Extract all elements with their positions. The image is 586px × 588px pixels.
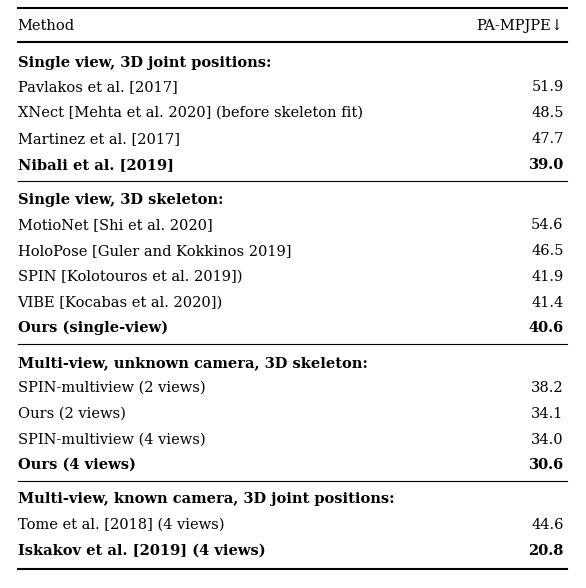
Text: Multi-view, known camera, 3D joint positions:: Multi-view, known camera, 3D joint posit… <box>18 492 394 506</box>
Text: SPIN [Kolotouros et al. 2019]): SPIN [Kolotouros et al. 2019]) <box>18 270 242 284</box>
Text: 34.0: 34.0 <box>531 433 564 447</box>
Text: 30.6: 30.6 <box>529 458 564 472</box>
Text: Pavlakos et al. [2017]: Pavlakos et al. [2017] <box>18 80 178 94</box>
Text: Method: Method <box>18 19 74 33</box>
Text: 48.5: 48.5 <box>532 106 564 120</box>
Text: Iskakov et al. [2019] (4 views): Iskakov et al. [2019] (4 views) <box>18 544 265 558</box>
Text: VIBE [Kocabas et al. 2020]): VIBE [Kocabas et al. 2020]) <box>18 296 223 310</box>
Text: Ours (single-view): Ours (single-view) <box>18 320 168 335</box>
Text: SPIN-multiview (4 views): SPIN-multiview (4 views) <box>18 433 205 447</box>
Text: Ours (4 views): Ours (4 views) <box>18 458 135 472</box>
Text: 44.6: 44.6 <box>532 518 564 532</box>
Text: 39.0: 39.0 <box>529 158 564 172</box>
Text: PA-MPJPE↓: PA-MPJPE↓ <box>477 19 564 33</box>
Text: 46.5: 46.5 <box>532 244 564 258</box>
Text: 20.8: 20.8 <box>529 544 564 558</box>
Text: HoloPose [Guler and Kokkinos 2019]: HoloPose [Guler and Kokkinos 2019] <box>18 244 291 258</box>
Text: Nibali et al. [2019]: Nibali et al. [2019] <box>18 158 173 172</box>
Text: 34.1: 34.1 <box>532 407 564 421</box>
Text: MotioNet [Shi et al. 2020]: MotioNet [Shi et al. 2020] <box>18 218 212 232</box>
Text: Single view, 3D skeleton:: Single view, 3D skeleton: <box>18 193 223 207</box>
Text: Multi-view, unknown camera, 3D skeleton:: Multi-view, unknown camera, 3D skeleton: <box>18 356 367 370</box>
Text: 40.6: 40.6 <box>529 321 564 335</box>
Text: XNect [Mehta et al. 2020] (before skeleton fit): XNect [Mehta et al. 2020] (before skelet… <box>18 106 363 120</box>
Text: Single view, 3D joint positions:: Single view, 3D joint positions: <box>18 56 271 70</box>
Text: 41.4: 41.4 <box>532 296 564 310</box>
Text: 47.7: 47.7 <box>532 132 564 146</box>
Text: 41.9: 41.9 <box>532 270 564 284</box>
Text: Tome et al. [2018] (4 views): Tome et al. [2018] (4 views) <box>18 518 224 532</box>
Text: 54.6: 54.6 <box>532 218 564 232</box>
Text: 51.9: 51.9 <box>532 80 564 94</box>
Text: 38.2: 38.2 <box>531 381 564 395</box>
Text: SPIN-multiview (2 views): SPIN-multiview (2 views) <box>18 381 205 395</box>
Text: Ours (2 views): Ours (2 views) <box>18 407 125 421</box>
Text: Martinez et al. [2017]: Martinez et al. [2017] <box>18 132 179 146</box>
